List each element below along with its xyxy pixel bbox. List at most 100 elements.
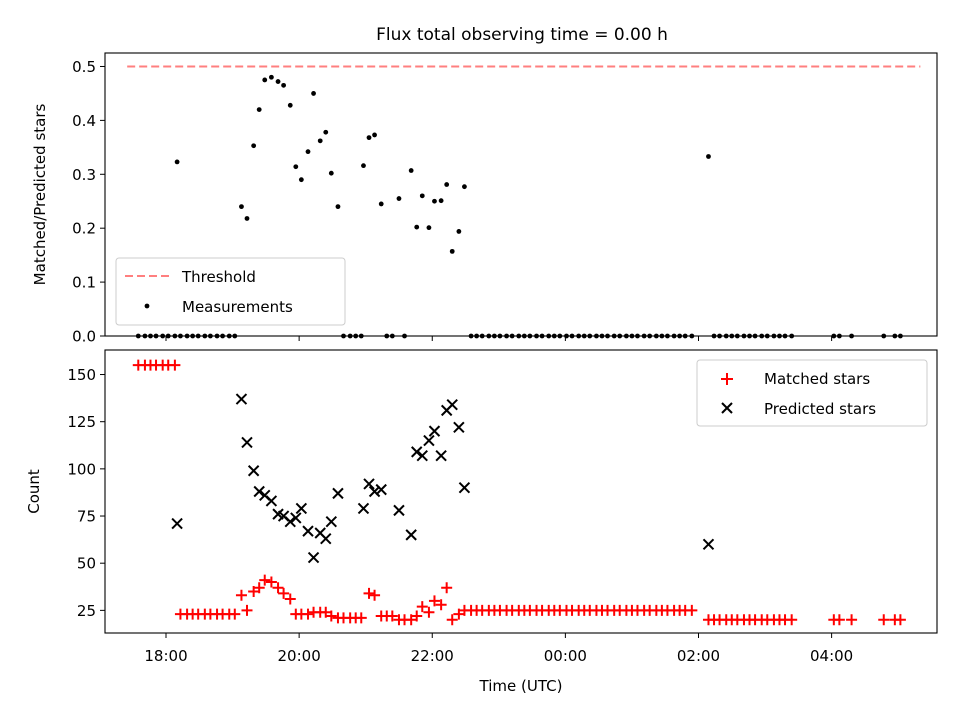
measurements-point — [372, 132, 377, 138]
top-y-axis: 0.0 0.1 0.2 0.3 0.4 0.5 — [72, 58, 105, 346]
measurements-point — [311, 91, 316, 96]
matched-stars-point — [686, 604, 698, 616]
bottom-x-tick-label: 20:00 — [278, 647, 321, 665]
bottom-x-tick-label: 00:00 — [544, 647, 587, 665]
predicted-stars-point — [302, 525, 314, 537]
bottom-legend: Matched stars Predicted stars — [696, 359, 928, 427]
predicted-stars-point — [702, 538, 715, 551]
legend-predicted-label: Predicted stars — [764, 400, 876, 418]
bottom-legend-box — [696, 359, 928, 427]
matched-stars-point — [423, 606, 435, 618]
matched-stars-point — [253, 582, 265, 594]
legend-threshold-label: Threshold — [181, 268, 256, 286]
top-y-axis-label: Matched/Predicted stars — [31, 104, 49, 286]
measurements-point — [438, 198, 444, 204]
top-x-axis — [165, 336, 833, 341]
matched-stars-point — [363, 587, 375, 599]
predicted-stars-point — [241, 436, 253, 449]
matched-stars-point — [320, 606, 332, 618]
measurements-point — [426, 225, 432, 231]
top-y-tick-label: 0.4 — [72, 112, 96, 130]
measurements-point — [287, 102, 293, 108]
predicted-stars-point — [171, 517, 183, 530]
bottom-x-axis-label: Time (UTC) — [479, 677, 563, 695]
measurements-point — [456, 229, 462, 234]
matched-stars-point — [272, 582, 284, 594]
predicted-stars-point — [375, 483, 387, 496]
measurements-point — [298, 177, 304, 183]
measurements-point — [414, 224, 420, 230]
top-y-tick-label: 0.5 — [72, 58, 96, 76]
bottom-y-tick-label: 25 — [77, 602, 96, 620]
measurements-point — [256, 107, 262, 112]
predicted-stars-point — [458, 482, 471, 494]
top-legend: Threshold Measurements — [115, 257, 346, 326]
bottom-x-tick-label: 22:00 — [411, 647, 454, 665]
measurements-point — [432, 198, 437, 204]
predicted-stars-point — [423, 434, 435, 447]
legend-measurements-label: Measurements — [182, 298, 293, 316]
measurements-point — [281, 82, 287, 88]
predicted-stars-point — [325, 515, 338, 528]
measurements-point — [244, 216, 250, 221]
measurements-point — [269, 74, 274, 80]
predicted-stars-point — [363, 478, 375, 490]
measurements-point — [419, 193, 425, 199]
top-plot-frame — [104, 52, 938, 337]
predicted-stars-point — [320, 532, 332, 545]
matched-stars-point — [278, 587, 290, 599]
bottom-x-tick-label: 04:00 — [810, 647, 853, 665]
bottom-x-axis: 18:00 20:00 22:00 00:00 02:00 04:00 — [144, 633, 853, 665]
bottom-plot-marks — [132, 359, 906, 626]
matched-stars-point — [386, 610, 398, 622]
measurements-point — [444, 182, 450, 187]
matched-stars-point — [416, 601, 428, 613]
measurements-point — [317, 138, 323, 144]
matched-stars-point — [284, 593, 296, 605]
bottom-y-axis-label: Count — [25, 469, 43, 514]
matched-stars-point — [325, 610, 337, 622]
matched-stars-point — [894, 614, 906, 626]
predicted-stars-point — [368, 485, 381, 498]
bottom-y-tick-label: 100 — [67, 460, 96, 478]
matched-stars-point — [302, 608, 314, 620]
matched-stars-point — [229, 608, 241, 620]
matched-stars-point — [355, 612, 367, 624]
predicted-stars-point — [284, 515, 296, 528]
predicted-stars-point — [357, 502, 370, 515]
predicted-stars-point — [416, 449, 428, 462]
predicted-stars-point — [265, 495, 278, 507]
bottom-y-tick-label: 50 — [77, 555, 96, 573]
matched-stars-point — [453, 608, 465, 620]
predicted-stars-point — [332, 487, 344, 500]
matched-stars-point — [265, 576, 277, 588]
predicted-stars-point — [393, 504, 405, 517]
bottom-y-tick-label: 150 — [67, 366, 96, 384]
measurements-point — [305, 149, 311, 155]
measurements-point — [275, 79, 281, 84]
matched-stars-point — [411, 610, 423, 622]
matched-stars-point — [369, 589, 381, 601]
bottom-y-axis: 25 50 75 100 125 150 — [67, 366, 105, 620]
matched-stars-point — [405, 614, 417, 626]
matched-stars-point — [259, 574, 271, 586]
legend-measurements-swatch — [144, 303, 150, 309]
legend-matched-label: Matched stars — [764, 370, 870, 388]
predicted-stars-point — [307, 551, 320, 564]
matched-stars-point — [446, 614, 458, 626]
measurements-point — [449, 248, 455, 254]
measurements-point — [293, 164, 299, 170]
measurements-point — [396, 196, 402, 201]
predicted-stars-point — [290, 512, 302, 524]
top-chart-title: Flux total observing time = 0.00 h — [376, 25, 668, 45]
matched-stars-point — [846, 614, 858, 626]
matched-stars-point — [833, 614, 845, 626]
top-y-tick-label: 0.3 — [72, 166, 96, 184]
measurements-point — [251, 143, 257, 149]
predicted-stars-point — [428, 425, 441, 437]
predicted-stars-point — [453, 421, 465, 434]
bottom-plot-frame — [104, 349, 938, 634]
top-y-tick-label: 0.2 — [72, 220, 96, 238]
measurements-point — [323, 129, 329, 135]
